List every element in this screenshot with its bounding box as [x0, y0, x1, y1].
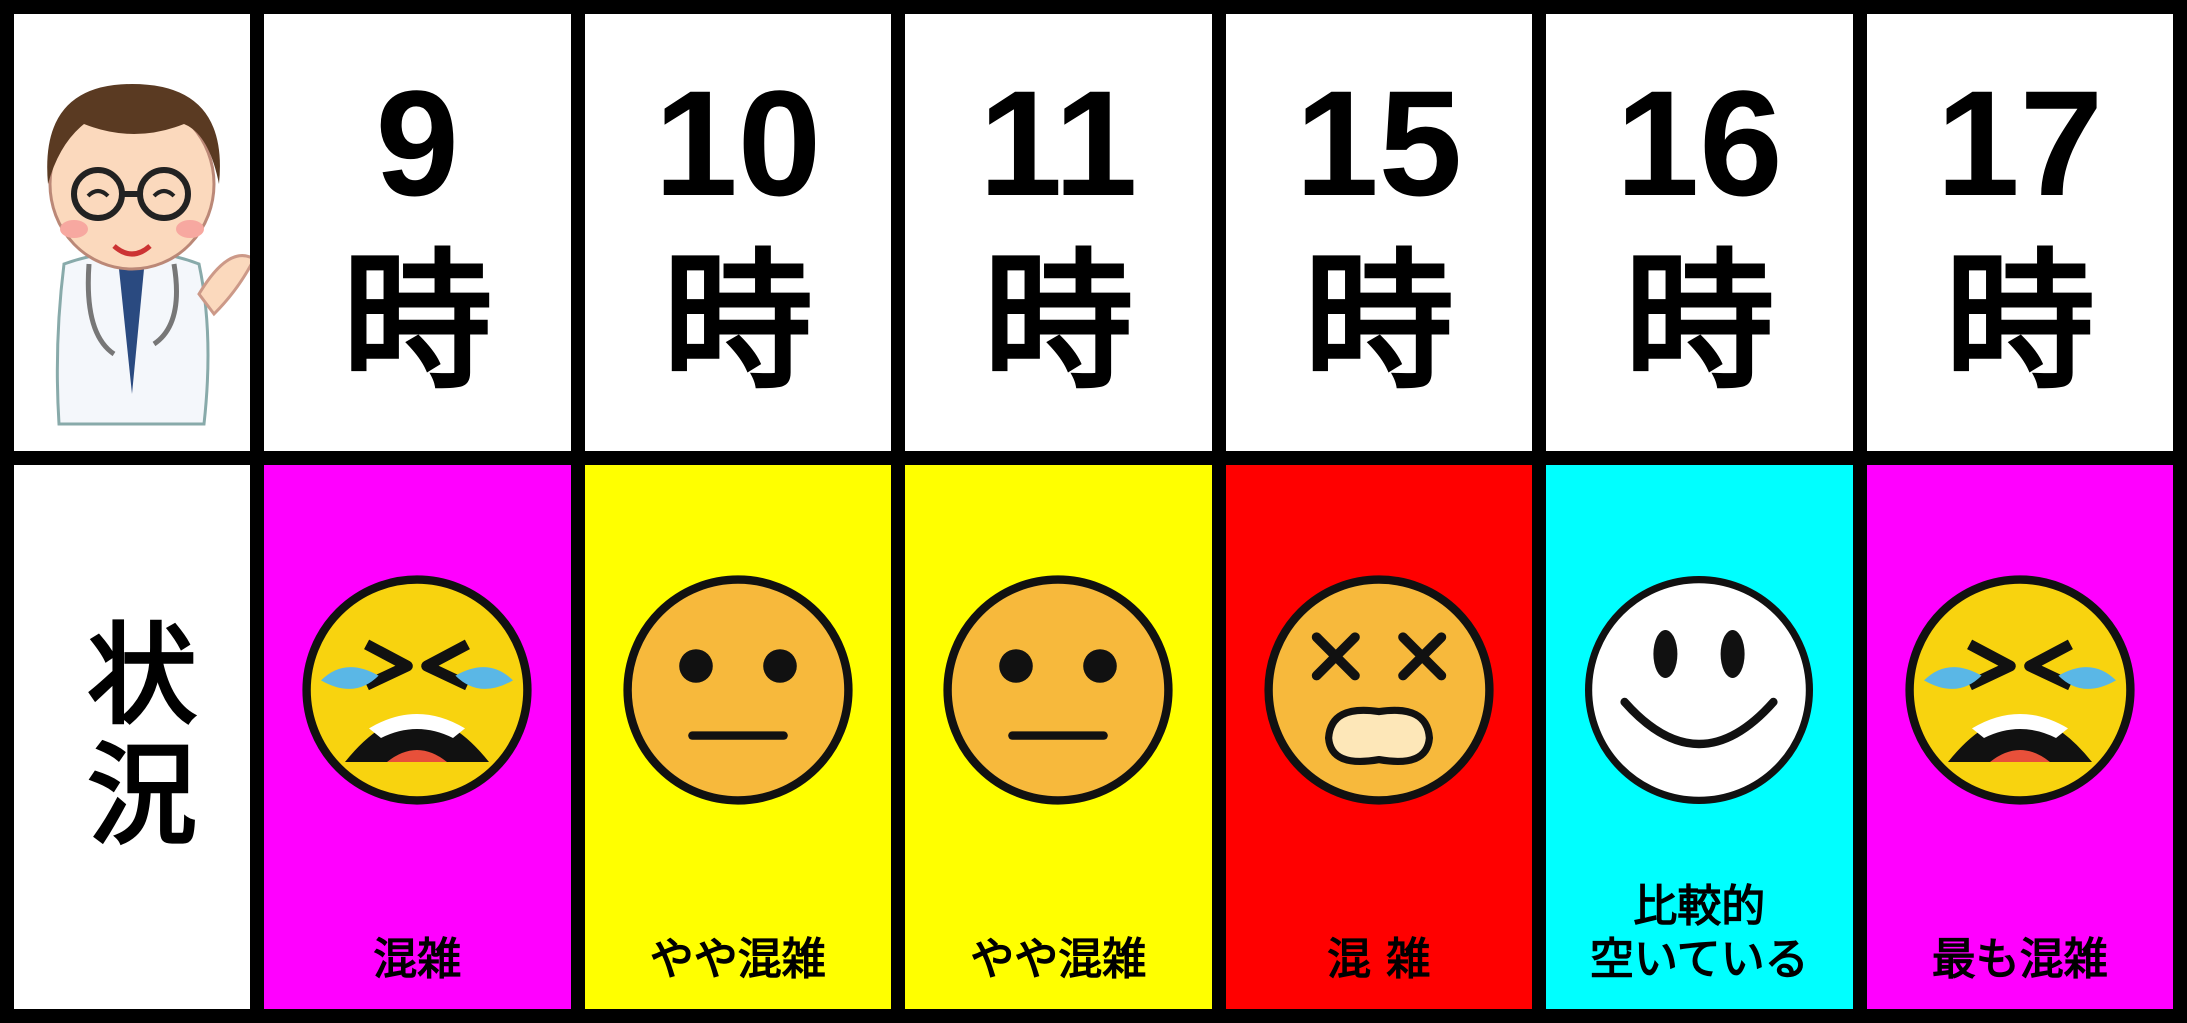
status-cell: 混 雑	[1225, 465, 1532, 1009]
status-text: 最も混雑	[1931, 934, 2108, 986]
row-label: 状況	[68, 617, 196, 857]
status-text: 混雑	[373, 934, 462, 986]
hour-unit: 時	[983, 235, 1134, 410]
hour-unit: 時	[1944, 235, 2095, 410]
status-cell: 比較的 空いている	[1546, 465, 1853, 1009]
face-icon	[1905, 575, 2135, 805]
hour-unit: 時	[342, 235, 493, 410]
hour: 10	[654, 58, 822, 227]
hour: 16	[1615, 58, 1783, 227]
time-header: 10 時	[584, 14, 891, 451]
time-header: 16 時	[1546, 14, 1853, 451]
time-header: 11 時	[905, 14, 1212, 451]
hour-unit: 時	[1624, 235, 1775, 410]
face-icon	[302, 575, 532, 805]
status-text: やや混雑	[649, 934, 826, 986]
status-cell: やや混雑	[584, 465, 891, 1009]
time-header: 17 時	[1866, 14, 2173, 451]
hour: 11	[978, 58, 1138, 227]
face-icon	[1264, 575, 1494, 805]
corner-cell	[14, 14, 250, 451]
status-text: 比較的 空いている	[1589, 881, 1809, 986]
hour: 9	[375, 58, 459, 227]
face-icon	[623, 575, 853, 805]
row-label-cell: 状況	[14, 465, 250, 1009]
status-text: やや混雑	[970, 934, 1147, 986]
status-cell: 混雑	[264, 465, 571, 1009]
hour: 17	[1936, 58, 2104, 227]
hour-unit: 時	[1303, 235, 1454, 410]
status-text: 混 雑	[1327, 934, 1431, 986]
face-icon	[1585, 576, 1814, 804]
hour-unit: 時	[662, 235, 813, 410]
status-cell: やや混雑	[905, 465, 1212, 1009]
doctor-icon	[47, 84, 250, 426]
status-cell: 最も混雑	[1866, 465, 2173, 1009]
face-icon	[943, 575, 1173, 805]
hour: 15	[1295, 58, 1463, 227]
time-header: 15 時	[1225, 14, 1532, 451]
